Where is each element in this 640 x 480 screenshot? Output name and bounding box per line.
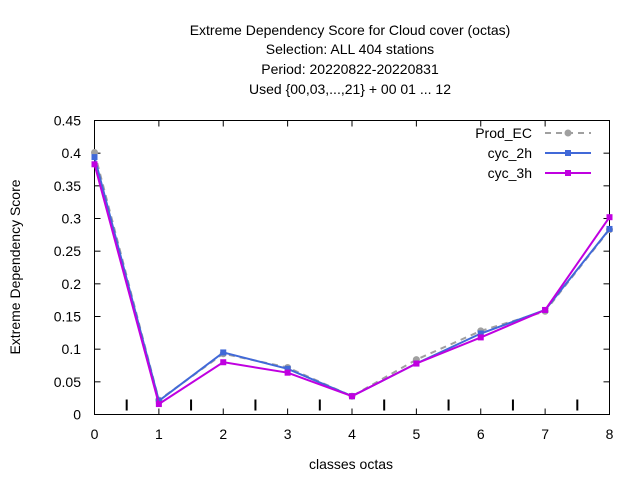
data-point [349, 393, 355, 400]
data-point [284, 369, 291, 376]
x-tick-label: 0 [91, 426, 99, 442]
y-tick-label: 0.4 [62, 145, 82, 161]
legend-label: cyc_2h [488, 145, 532, 161]
series-line [93, 156, 611, 403]
data-point [413, 360, 420, 367]
legend: Prod_EC cyc_2h cyc_3h [475, 125, 591, 181]
x-tick-label: 3 [284, 426, 292, 442]
data-point [542, 306, 549, 313]
x-tick-label: 2 [219, 426, 227, 442]
x-tick-label: 6 [477, 426, 485, 442]
legend-swatch-marker [565, 170, 571, 176]
x-tick-label: 1 [155, 426, 163, 442]
x-axis-label: classes octas [309, 456, 393, 472]
x-tick-label: 8 [606, 426, 614, 442]
x-axis: 0 1 2 3 4 5 6 7 8 [91, 120, 614, 442]
series-line [93, 152, 611, 402]
data-point [606, 214, 613, 221]
y-axis-label: Extreme Dependency Score [7, 179, 23, 354]
y-tick-label: 0.3 [62, 211, 82, 227]
series-line [93, 164, 611, 406]
legend-label: Prod_EC [475, 125, 532, 141]
x-tick-label: 5 [412, 426, 420, 442]
data-point [91, 161, 98, 168]
data-point [477, 334, 484, 341]
legend-swatch-marker [565, 150, 571, 156]
data-point [155, 401, 162, 408]
y-tick-label: 0.25 [54, 243, 81, 259]
y-tick-label: 0.05 [54, 374, 81, 390]
y-tick-label: 0.1 [62, 341, 82, 357]
data-point [606, 225, 613, 232]
x-tick-label: 4 [348, 426, 356, 442]
title-line-1: Extreme Dependency Score for Cloud cover… [190, 22, 511, 38]
y-tick-label: 0 [73, 407, 81, 423]
series-cyc_2h [91, 154, 613, 404]
x-minor-marks [125, 399, 579, 411]
x-tick-label: 7 [541, 426, 549, 442]
data-point [220, 359, 227, 366]
y-tick-label: 0.2 [62, 276, 82, 292]
series-layer [91, 149, 613, 408]
data-point [91, 154, 98, 161]
data-point [284, 365, 291, 372]
legend-swatch-marker [564, 129, 572, 137]
plot-frame [94, 120, 610, 415]
series-Prod_EC [91, 149, 613, 404]
title-line-2: Selection: ALL 404 stations [266, 41, 434, 57]
data-point [220, 349, 227, 356]
series-cyc_3h [91, 161, 613, 408]
data-point [477, 330, 484, 337]
title-line-3: Period: 20220822-20220831 [261, 61, 439, 77]
y-tick-label: 0.15 [54, 309, 81, 325]
y-axis: 0 0.05 0.1 0.15 0.2 0.25 0.3 0.35 0.4 0.45 [54, 113, 610, 423]
y-tick-label: 0.45 [54, 113, 81, 129]
y-tick-label: 0.35 [54, 178, 81, 194]
legend-label: cyc_3h [488, 165, 532, 181]
chart-title: Extreme Dependency Score for Cloud cover… [190, 22, 511, 97]
title-line-4: Used {00,03,...,21} + 00 01 ... 12 [249, 81, 451, 97]
